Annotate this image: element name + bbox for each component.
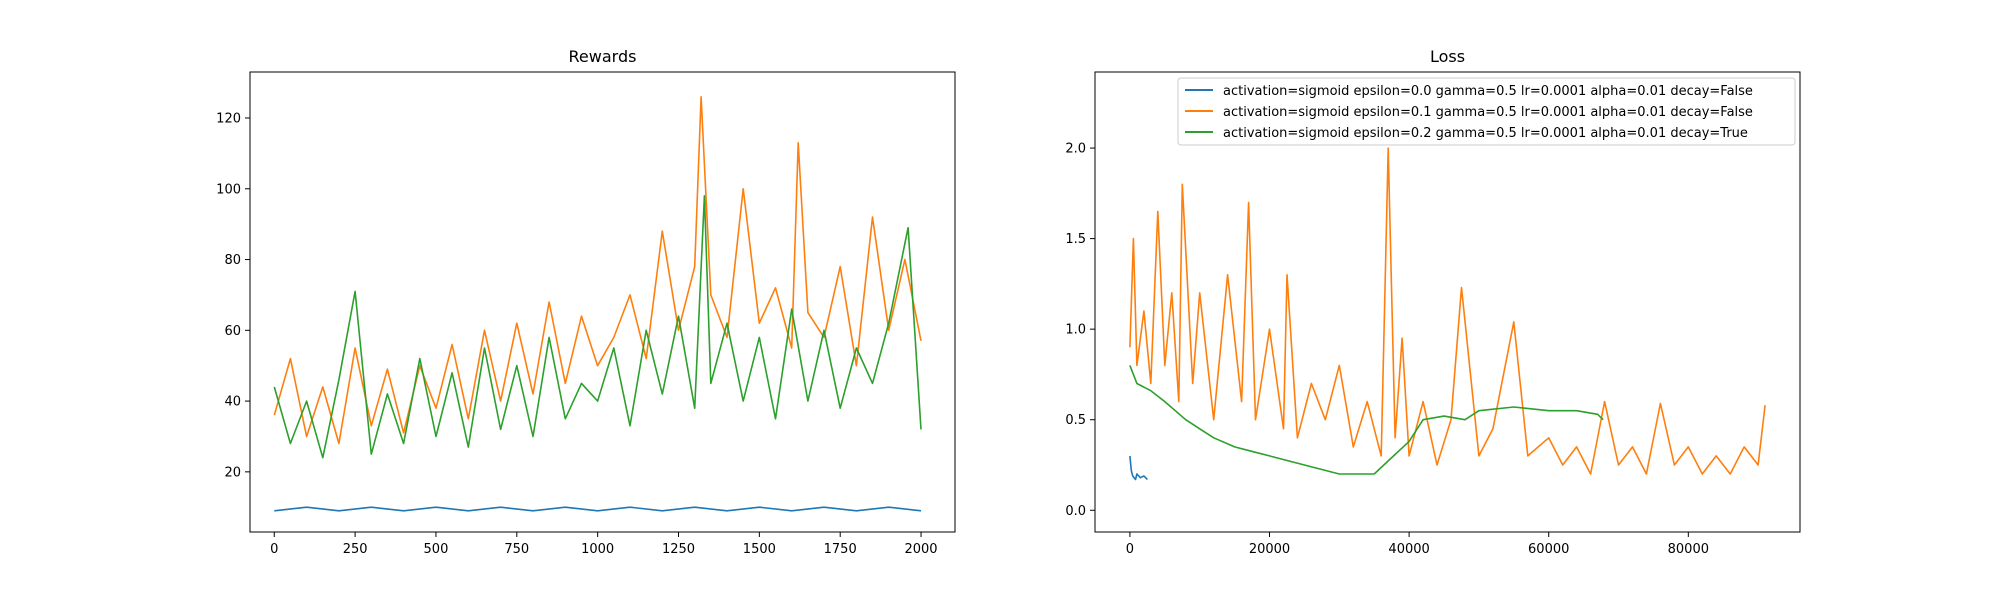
loss-series-0-line [1129, 455, 1148, 481]
rewards-xtick-label: 500 [424, 542, 449, 557]
loss-series-2-line [1129, 365, 1604, 475]
rewards-series-1-line [273, 96, 922, 445]
loss-legend: activation=sigmoid epsilon=0.0 gamma=0.5… [1177, 77, 1796, 146]
rewards-xtick-label: 0 [270, 542, 278, 557]
loss-x-axis: 0 20000 40000 60000 80000 [1126, 532, 1709, 557]
rewards-series-0-line [274, 506, 922, 512]
loss-xtick-label: 20000 [1249, 542, 1290, 557]
rewards-ytick-label: 80 [224, 253, 241, 268]
loss-ytick-label: 2.0 [1065, 142, 1086, 157]
loss-y-axis: 0.0 0.5 1.0 1.5 2.0 [1065, 142, 1095, 519]
rewards-xtick-label: 1000 [581, 542, 614, 557]
loss-xtick-label: 0 [1126, 542, 1134, 557]
rewards-panel: Rewards 0 250 500 750 1000 1250 1500 1750 2000 2… [216, 47, 956, 557]
rewards-xtick-label: 1750 [824, 542, 857, 557]
rewards-axes-frame [249, 71, 956, 533]
loss-ytick-label: 0.5 [1065, 413, 1086, 428]
loss-ytick-label: 1.0 [1065, 323, 1086, 338]
rewards-ytick-label: 60 [224, 324, 241, 339]
rewards-ytick-label: 120 [216, 112, 241, 127]
loss-xtick-label: 80000 [1668, 542, 1709, 557]
rewards-series-2-line [273, 195, 922, 459]
rewards-ytick-label: 20 [224, 465, 241, 480]
rewards-y-axis: 20 40 60 80 100 120 [216, 112, 250, 480]
loss-title: Loss [1430, 47, 1465, 66]
rewards-xtick-label: 2000 [904, 542, 937, 557]
loss-xtick-label: 60000 [1528, 542, 1569, 557]
legend-label-epsilon-0-0: activation=sigmoid epsilon=0.0 gamma=0.5… [1223, 84, 1753, 99]
loss-plot-area [1129, 147, 1766, 481]
rewards-xtick-label: 250 [343, 542, 368, 557]
rewards-x-axis: 0 250 500 750 1000 1250 1500 1750 2000 [270, 532, 938, 557]
legend-label-epsilon-0-2: activation=sigmoid epsilon=0.2 gamma=0.5… [1223, 126, 1748, 141]
loss-axes-frame [1094, 71, 1801, 533]
legend-label-epsilon-0-1: activation=sigmoid epsilon=0.1 gamma=0.5… [1223, 105, 1753, 120]
loss-xtick-label: 40000 [1388, 542, 1429, 557]
legend-box [1177, 77, 1796, 146]
rewards-xtick-label: 1500 [743, 542, 776, 557]
loss-ytick-label: 1.5 [1065, 232, 1086, 247]
rewards-ytick-label: 40 [224, 395, 241, 410]
rewards-ytick-label: 100 [216, 182, 241, 197]
rewards-plot-area [273, 96, 922, 512]
rewards-xtick-label: 750 [504, 542, 529, 557]
rewards-xtick-label: 1250 [662, 542, 695, 557]
loss-series-1-line [1129, 147, 1766, 475]
loss-panel: Loss 0 20000 40000 60000 80000 0.0 0.5 1.0 1.5 2… [1065, 47, 1801, 557]
loss-ytick-label: 0.0 [1065, 504, 1086, 519]
rewards-title: Rewards [569, 47, 637, 66]
